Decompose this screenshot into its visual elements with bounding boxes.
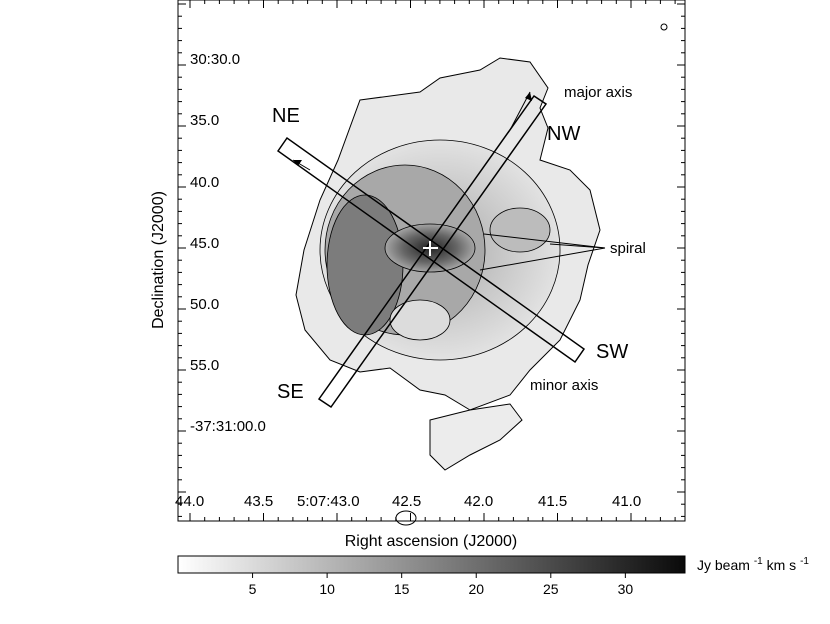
colorbar-unit-mid: km s — [767, 557, 797, 573]
colorbar-unit-exp: -1 — [754, 556, 763, 567]
axis-ticks — [178, 0, 685, 521]
spiral-pointer — [483, 233, 606, 249]
y-tick-label: -37:31:00.0 — [190, 418, 266, 435]
y-tick-label: 55.0 — [190, 357, 219, 374]
y-tick-label: 35.0 — [190, 112, 219, 129]
label-major-axis: major axis — [564, 84, 632, 101]
minor-axis-slit — [276, 136, 586, 364]
y-tick-label: 40.0 — [190, 174, 219, 191]
x-tick-label: 41.0 — [612, 493, 641, 510]
colorbar-unit-exp2: -1 — [800, 556, 809, 567]
colorbar-tick-label: 15 — [394, 581, 410, 597]
colorbar-unit-prefix: Jy beam — [697, 557, 750, 573]
x-tick-label: 43.5 — [244, 493, 273, 510]
major-axis-slit — [317, 94, 548, 409]
label-sw: SW — [596, 341, 628, 363]
y-tick-label: 45.0 — [190, 235, 219, 252]
colorbar-tick-label: 30 — [618, 581, 634, 597]
emission-hole — [389, 299, 451, 341]
emission-layer-5 — [489, 207, 551, 253]
x-tick-label: 42.0 — [464, 493, 493, 510]
label-minor-axis: minor axis — [530, 377, 598, 394]
spiral-pointer — [479, 247, 606, 271]
colorbar-tick-label: 5 — [249, 581, 257, 597]
x-tick-label: 5:07:43.0 — [297, 493, 360, 510]
label-spiral: spiral — [610, 240, 646, 257]
spiral-pointer — [549, 243, 606, 249]
x-tick-label: 42.5 — [392, 493, 421, 510]
small-contour — [660, 23, 668, 31]
minor-axis-arrowhead — [293, 160, 302, 166]
label-se: SE — [277, 381, 304, 403]
label-nw: NW — [547, 123, 580, 145]
y-tick-label: 30:30.0 — [190, 51, 240, 68]
x-tick-label: 41.5 — [538, 493, 567, 510]
colorbar-tick-label: 20 — [468, 581, 484, 597]
major-axis-arrowhead — [525, 92, 532, 101]
colorbar-ticks: 5 10 15 20 25 30 — [249, 573, 634, 597]
southern-extension — [429, 403, 523, 471]
colorbar — [177, 555, 686, 574]
colorbar-tick-label: 25 — [543, 581, 559, 597]
x-axis-title: Right ascension (J2000) — [345, 533, 518, 550]
x-tick-label: 44.0 — [175, 493, 204, 510]
colorbar-unit: Jy beam -1 km s -1 — [697, 551, 809, 573]
y-tick-label: 50.0 — [190, 296, 219, 313]
label-ne: NE — [272, 105, 300, 127]
colorbar-tick-label: 10 — [319, 581, 335, 597]
intensity-map — [295, 23, 668, 526]
y-axis-title: Declination (J2000) — [150, 191, 167, 329]
